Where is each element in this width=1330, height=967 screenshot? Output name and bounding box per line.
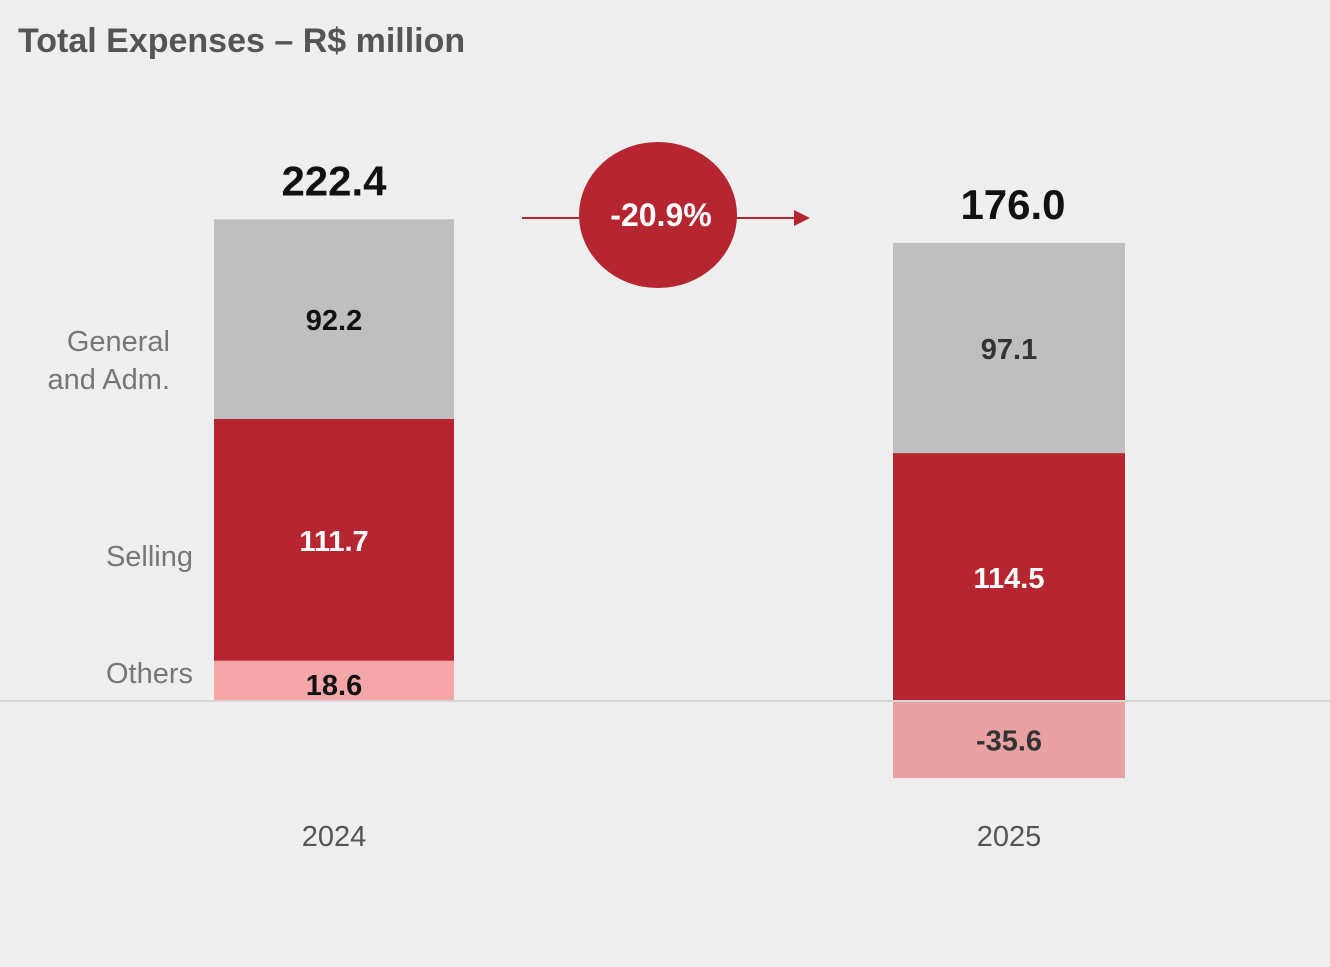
x-tick-label-2024: 2024	[302, 821, 367, 853]
total-label-2024: 222.4	[281, 157, 387, 204]
bar-2025-selling	[893, 453, 1125, 701]
bar-2025-others	[893, 701, 1125, 779]
change-badge	[579, 142, 737, 288]
legend-others: Others	[106, 658, 193, 690]
bar-2024-general	[214, 219, 454, 419]
chart-title: Total Expenses – R$ million	[18, 22, 465, 60]
change-arrow-head	[794, 210, 810, 226]
label-2025-general: 97.1	[981, 334, 1037, 366]
label-2024-selling: 111.7	[299, 526, 368, 558]
legend-general-line1: General	[67, 326, 170, 358]
total-label-2025: 176.0	[960, 181, 1065, 228]
labels-layer: 18.6 111.7 92.2 222.4 2024 -35.6 114.5 97.1 176.…	[281, 157, 1065, 853]
change-indicator: -20.9%	[522, 142, 810, 288]
change-badge-label: -20.9%	[610, 197, 711, 233]
bars-layer	[214, 219, 1125, 779]
legend-selling: Selling	[106, 541, 193, 573]
label-2025-others: -35.6	[976, 726, 1042, 758]
x-tick-label-2025: 2025	[977, 821, 1042, 853]
legend-general-line2: and Adm.	[47, 364, 170, 396]
bar-2024-selling	[214, 418, 454, 661]
label-2024-general: 92.2	[306, 305, 362, 337]
bar-2025-general	[893, 242, 1125, 454]
label-2024-others: 18.6	[306, 670, 362, 702]
bar-2024-others	[214, 660, 454, 701]
label-2025-selling: 114.5	[974, 563, 1045, 595]
